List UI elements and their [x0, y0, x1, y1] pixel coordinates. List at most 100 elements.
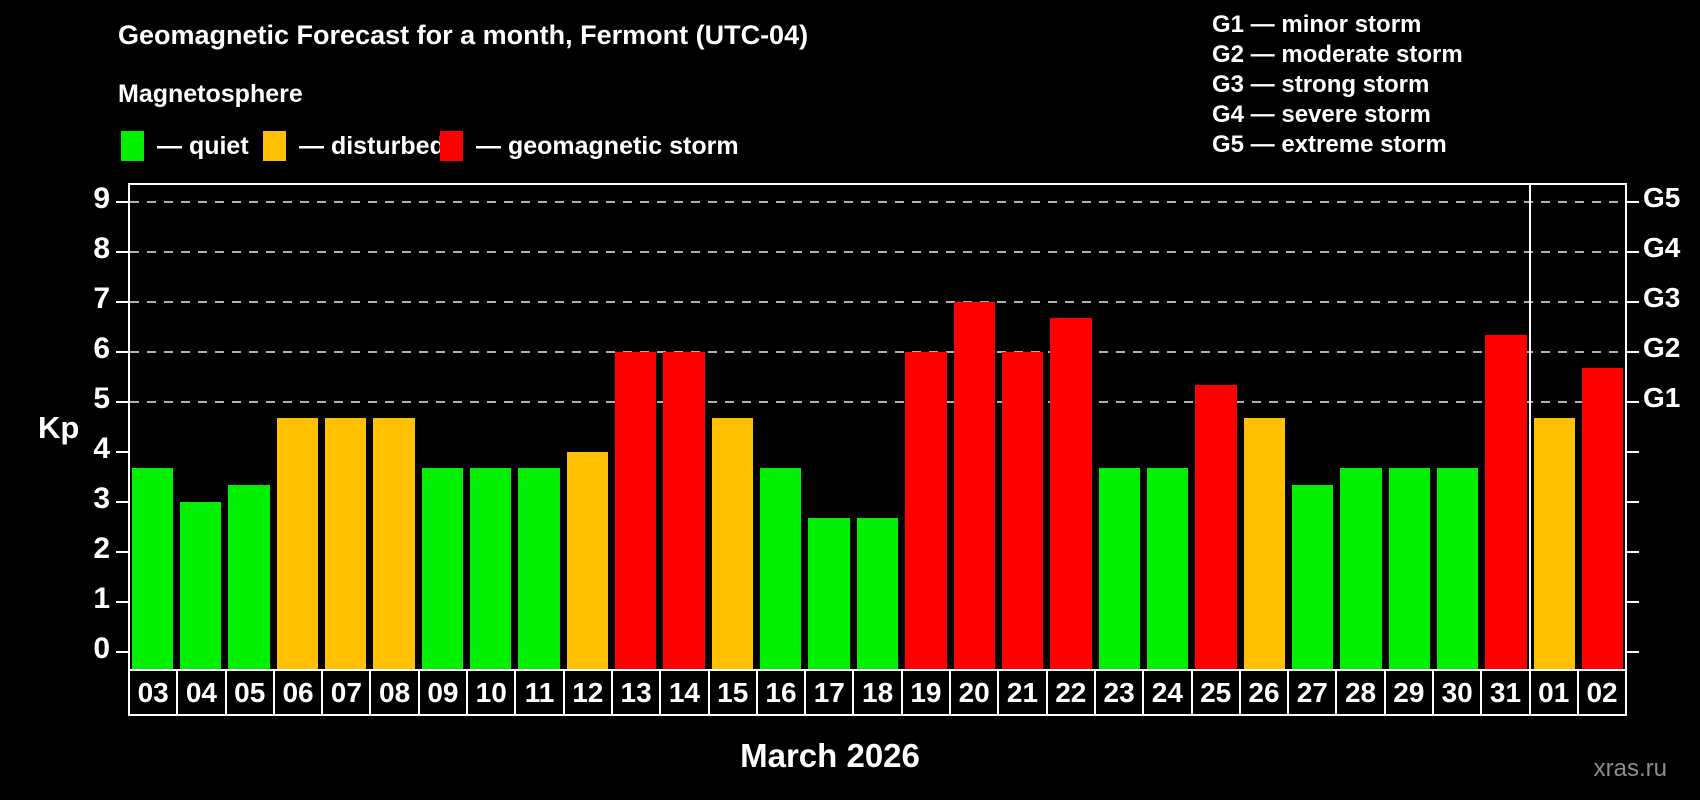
kp-bar-13 — [615, 351, 657, 669]
kp-bar-02 — [1582, 368, 1624, 669]
g1-legend-line: G1 — minor storm — [1212, 11, 1422, 38]
chart-title: Geomagnetic Forecast for a month, Fermon… — [118, 20, 809, 50]
date-cell-26: 26 — [1241, 671, 1290, 714]
g-tick-label: G3 — [1643, 281, 1681, 313]
y-tick-label: 0 — [93, 631, 110, 665]
kp-bar-11 — [518, 468, 560, 669]
y-tick-label: 7 — [93, 281, 110, 315]
kp-bar-22 — [1050, 318, 1092, 669]
date-cell-01: 01 — [1531, 671, 1579, 714]
g-tick-label: G4 — [1643, 231, 1681, 263]
month-separator-line — [1529, 185, 1532, 669]
watermark: xras.ru — [1593, 755, 1667, 782]
grid-line-kp6 — [130, 350, 1625, 353]
date-cell-31: 31 — [1482, 671, 1531, 714]
date-cell-20: 20 — [951, 671, 1000, 714]
y-tick-label: 3 — [93, 481, 110, 515]
g-tick-label: G5 — [1643, 181, 1681, 213]
kp-bar-20 — [953, 301, 995, 669]
kp-bar-29 — [1388, 468, 1431, 669]
y-tick-label: 6 — [93, 331, 110, 365]
date-cell-30: 30 — [1434, 671, 1483, 714]
y-axis-tick — [116, 600, 128, 603]
g4-legend-line: G4 — severe storm — [1212, 101, 1431, 128]
y-axis-tick — [116, 400, 128, 403]
date-cell-14: 14 — [661, 671, 710, 714]
kp-bar-18 — [856, 518, 899, 669]
g5-legend-line: G5 — extreme storm — [1212, 131, 1447, 158]
right-axis-tick — [1627, 550, 1639, 553]
legend-disturbed-label: — disturbed — [299, 131, 445, 160]
kp-bar-31 — [1485, 335, 1527, 669]
date-cell-18: 18 — [854, 671, 903, 714]
y-axis-tick — [116, 300, 128, 303]
disturbed-color-swatch — [263, 131, 286, 161]
date-cell-02: 02 — [1586, 676, 1618, 708]
date-cell-03: 03 — [130, 671, 179, 714]
kp-bar-08 — [373, 418, 415, 669]
date-cell-23: 23 — [1096, 671, 1145, 714]
date-cell-17: 17 — [806, 671, 855, 714]
date-cell-28: 28 — [1337, 671, 1386, 714]
right-axis-tick — [1627, 300, 1639, 303]
right-axis-tick — [1627, 400, 1639, 403]
y-tick-label: 1 — [93, 581, 110, 615]
g-tick-label: G2 — [1643, 331, 1681, 363]
grid-line-kp8 — [130, 250, 1625, 253]
legend-item-disturbed: — disturbed — [263, 131, 445, 161]
date-cell-10: 10 — [468, 671, 517, 714]
date-cell-22: 22 — [1048, 671, 1096, 714]
y-tick-label: 8 — [93, 231, 110, 265]
right-axis-tick — [1627, 200, 1639, 203]
date-cell-13: 13 — [613, 671, 662, 714]
kp-bar-07 — [324, 418, 367, 669]
kp-bar-30 — [1437, 468, 1479, 669]
kp-bar-01 — [1533, 418, 1576, 669]
kp-bar-04 — [179, 501, 222, 669]
date-cell-15: 15 — [710, 671, 758, 714]
kp-bar-27 — [1292, 485, 1334, 669]
kp-bar-25 — [1195, 385, 1237, 669]
y-axis-tick — [116, 550, 128, 553]
kp-bar-15 — [711, 418, 754, 669]
y-tick-label: 2 — [93, 531, 110, 565]
date-cell-04: 04 — [178, 671, 227, 714]
right-axis-tick — [1627, 500, 1639, 503]
kp-bar-21 — [1001, 351, 1044, 669]
y-axis-tick — [116, 450, 128, 453]
kp-bar-16 — [760, 468, 802, 669]
date-cell-09: 09 — [420, 671, 469, 714]
date-cell-19: 19 — [903, 671, 952, 714]
legend-storm-label: — geomagnetic storm — [476, 131, 739, 160]
y-axis-tick — [116, 650, 128, 653]
g2-legend-line: G2 — moderate storm — [1212, 41, 1463, 68]
legend-item-quiet: — quiet — [121, 131, 249, 161]
y-axis-tick — [116, 350, 128, 353]
kp-bar-23 — [1098, 468, 1140, 669]
date-cell-11: 11 — [516, 671, 565, 714]
grid-line-kp7 — [130, 300, 1625, 303]
chart-subtitle: Magnetosphere — [118, 80, 303, 108]
x-axis-date-strip: 03 04 05 06 07 08 09 10 11 12 13 14 15 16 17 18 19 20 21 22… — [128, 669, 1627, 716]
y-axis-tick — [116, 250, 128, 253]
kp-bar-12 — [566, 451, 609, 669]
right-axis-tick — [1627, 350, 1639, 353]
kp-bar-06 — [276, 418, 318, 669]
date-cell-16: 16 — [758, 671, 807, 714]
date-cell-07: 07 — [323, 671, 372, 714]
x-axis-title: March 2026 — [740, 737, 920, 774]
date-cell-21: 21 — [999, 671, 1048, 714]
y-axis-tick — [116, 500, 128, 503]
kp-bar-17 — [808, 518, 850, 669]
y-axis-title: Kp — [38, 410, 80, 445]
kp-bar-09 — [421, 468, 463, 669]
date-cell-12: 12 — [565, 671, 613, 714]
date-cell-25: 25 — [1193, 671, 1241, 714]
plot-frame — [128, 183, 1627, 669]
g-scale-legend: G1 — minor storm G2 — moderate storm G3 … — [1212, 10, 1463, 160]
date-cell-24: 24 — [1144, 671, 1193, 714]
right-axis-tick — [1627, 650, 1639, 653]
kp-bar-28 — [1340, 468, 1382, 669]
y-axis-tick — [116, 200, 128, 203]
